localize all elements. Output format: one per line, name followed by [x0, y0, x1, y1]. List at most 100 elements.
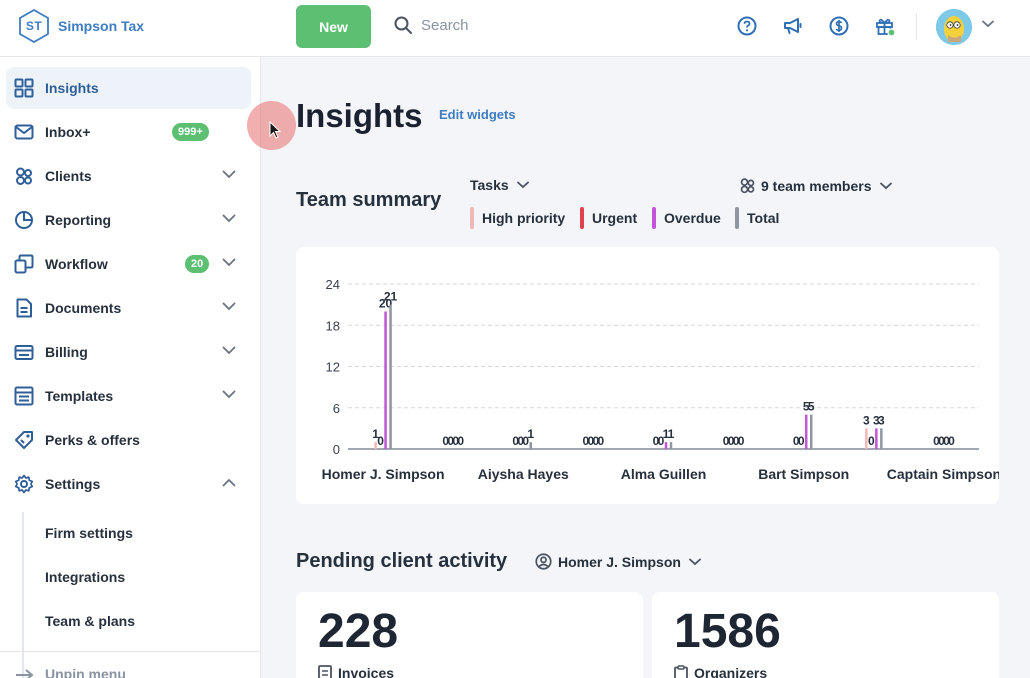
chevron-down-icon[interactable] [222, 346, 236, 355]
sidebar-item-perks[interactable]: Perks & offers [6, 419, 251, 461]
document-icon [16, 298, 32, 318]
search-input[interactable] [421, 16, 581, 34]
workflow-badge: 20 [185, 255, 210, 273]
bar-value-label: 0 [583, 434, 590, 448]
team-members-dropdown[interactable]: 9 team members [739, 177, 892, 194]
legend-swatch [735, 207, 739, 229]
mail-icon [14, 124, 34, 140]
x-category-label: Homer J. Simpson [322, 466, 445, 482]
bar-value-label: 0 [793, 434, 800, 448]
edit-widgets-link[interactable]: Edit widgets [439, 107, 516, 122]
sidebar-subitem-firm-settings[interactable]: Firm settings [45, 525, 133, 541]
gear-icon [14, 474, 34, 494]
legend-label: Overdue [664, 210, 721, 226]
y-tick-label: 0 [333, 442, 340, 457]
chevron-down-icon[interactable] [982, 20, 994, 28]
bar-value-label: 0 [733, 434, 740, 448]
y-tick-label: 18 [326, 318, 340, 333]
x-category-label: Captain Simpson [887, 466, 999, 482]
y-tick-label: 12 [326, 360, 340, 375]
help-icon[interactable] [735, 14, 759, 38]
chevron-down-icon [516, 181, 529, 189]
sidebar-item-billing[interactable]: Billing [6, 331, 251, 373]
legend-overdue[interactable]: Overdue [652, 207, 721, 229]
team-summary-title: Team summary [296, 189, 442, 211]
chart-bar [809, 414, 813, 449]
sidebar-item-insights[interactable]: Insights [6, 67, 251, 109]
legend-swatch [470, 207, 474, 229]
user-avatar[interactable] [936, 9, 972, 45]
sidebar-item-label: Templates [45, 388, 114, 404]
search-box[interactable] [393, 15, 581, 35]
new-button[interactable]: New [296, 5, 371, 48]
bar-value-label: 5 [803, 400, 810, 414]
bar-value-label: 0 [598, 434, 605, 448]
sidebar-subitem-team-plans[interactable]: Team & plans [45, 613, 135, 629]
chart-bar [664, 442, 668, 449]
sidebar-item-label: Clients [45, 168, 92, 184]
brand-logo[interactable]: ST Simpson Tax [18, 9, 144, 43]
pie-chart-icon [15, 211, 33, 229]
legend-high-priority[interactable]: High priority [470, 207, 565, 229]
bar-value-label: 0 [377, 434, 384, 448]
sidebar-item-label: Perks & offers [45, 432, 140, 448]
bar-value-label: 3 [873, 413, 880, 427]
chevron-up-icon[interactable] [222, 478, 236, 487]
tasks-dropdown[interactable]: Tasks [470, 177, 529, 193]
bar-value-label: 0 [452, 434, 459, 448]
invoice-icon [318, 665, 332, 678]
sidebar-item-inbox[interactable]: Inbox+ 999+ [6, 111, 251, 153]
sidebar: Insights Inbox+ 999+ Clients Reporting W… [0, 57, 261, 678]
invoices-label-row: Invoices [318, 665, 394, 678]
sidebar-item-clients[interactable]: Clients [6, 155, 251, 197]
chevron-down-icon[interactable] [222, 390, 236, 399]
x-category-label: Bart Simpson [758, 466, 849, 482]
team-members-label: 9 team members [761, 177, 872, 194]
user-circle-icon [535, 553, 552, 570]
organizers-card[interactable]: 1586 Organizers [652, 592, 999, 678]
chart-bar [374, 442, 377, 449]
invoices-label: Invoices [338, 665, 395, 678]
organizers-count: 1586 [674, 605, 781, 658]
sidebar-item-reporting[interactable]: Reporting [6, 199, 251, 241]
gift-icon[interactable] [873, 14, 897, 38]
bar-value-label: 0 [457, 434, 464, 448]
invoices-card[interactable]: 228 Invoices [296, 592, 643, 678]
chart-bar [865, 428, 868, 449]
unpin-menu[interactable]: Unpin menu [0, 651, 260, 678]
legend-label: Total [747, 210, 780, 226]
megaphone-icon[interactable] [781, 14, 805, 38]
sidebar-item-settings[interactable]: Settings [6, 463, 251, 505]
sidebar-item-templates[interactable]: Templates [6, 375, 251, 417]
y-tick-label: 24 [326, 277, 340, 292]
organizers-label-row: Organizers [674, 665, 767, 678]
pending-member-dropdown[interactable]: Homer J. Simpson [535, 553, 701, 570]
sidebar-item-label: Workflow [45, 256, 108, 272]
bar-value-label: 0 [442, 434, 449, 448]
pending-activity-title: Pending client activity [296, 550, 508, 572]
chevron-down-icon[interactable] [222, 302, 236, 311]
bar-value-label: 1 [527, 427, 534, 441]
sidebar-item-workflow[interactable]: Workflow 20 [6, 243, 251, 285]
chevron-down-icon[interactable] [222, 214, 236, 223]
bar-value-label: 0 [798, 434, 805, 448]
chart-bar [669, 442, 673, 449]
billing-icon [14, 345, 34, 360]
users-icon [740, 178, 755, 194]
unpin-label: Unpin menu [45, 666, 126, 678]
chevron-down-icon[interactable] [222, 258, 236, 267]
bar-value-label: 0 [522, 434, 529, 448]
chevron-down-icon[interactable] [222, 170, 236, 179]
sidebar-subitem-integrations[interactable]: Integrations [45, 569, 126, 585]
inbox-badge: 999+ [172, 123, 209, 141]
bar-value-label: 0 [933, 434, 940, 448]
cursor-arrow-icon [269, 121, 281, 139]
legend-total[interactable]: Total [735, 207, 779, 229]
brand-name: Simpson Tax [58, 18, 145, 34]
sidebar-item-documents[interactable]: Documents [6, 287, 251, 329]
bar-value-label: 0 [658, 434, 665, 448]
chart-bar [384, 311, 387, 449]
dollar-icon[interactable] [827, 14, 851, 38]
legend-urgent[interactable]: Urgent [580, 207, 637, 229]
